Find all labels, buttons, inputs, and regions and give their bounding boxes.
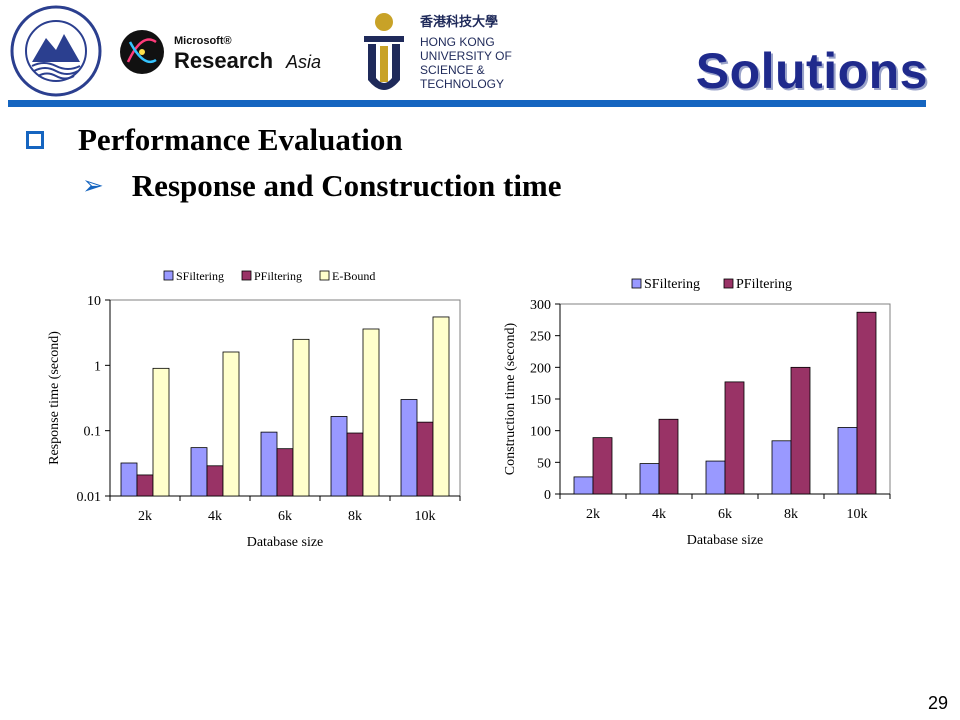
legend-swatch-pfiltering <box>241 270 252 281</box>
bar-sfiltering-2k <box>120 462 138 497</box>
x-tick-label: 8k <box>348 509 362 524</box>
y-tick-label: 200 <box>530 361 551 376</box>
title-divider <box>8 100 926 107</box>
bar-sfiltering-2k <box>573 476 594 495</box>
bar-pfiltering-4k <box>206 465 224 497</box>
bar-e-bound-6k <box>292 338 310 497</box>
msra-main-text: Research <box>174 48 273 73</box>
x-tick-label: 2k <box>586 507 600 522</box>
hkust-line-2: UNIVERSITY OF <box>420 49 512 63</box>
bar-pfiltering-6k <box>276 448 294 497</box>
bullet-level-2-text: Response and Construction time <box>131 168 562 203</box>
page-number: 29 <box>927 693 948 713</box>
x-axis-label: Database size <box>247 535 324 550</box>
x-tick-label: 6k <box>718 507 732 522</box>
bar-pfiltering-2k <box>592 437 613 495</box>
bar-sfiltering-6k <box>260 431 278 497</box>
bar-pfiltering-10k <box>416 421 434 497</box>
bar-pfiltering-4k <box>658 418 679 495</box>
legend-label-sfiltering: SFiltering <box>176 269 224 283</box>
msra-small-text: Microsoft® <box>174 35 232 47</box>
hkust-line-3: SCIENCE & <box>420 63 485 77</box>
y-tick-label: 10 <box>87 294 101 309</box>
bar-sfiltering-10k <box>837 427 858 495</box>
bullet-level-2: ➢ Response and Construction time <box>82 168 562 204</box>
hkust-line-4: TECHNOLOGY <box>420 77 504 91</box>
y-axis-label: Response time (second) <box>47 331 62 465</box>
bar-sfiltering-4k <box>639 463 660 495</box>
legend-swatch-e-bound <box>319 270 330 281</box>
bar-sfiltering-8k <box>771 440 792 495</box>
x-tick-label: 6k <box>278 509 292 524</box>
msra-suffix-text: Asia <box>285 52 321 72</box>
legend-label-pfiltering: PFiltering <box>254 269 302 283</box>
x-tick-label: 4k <box>652 507 666 522</box>
legend-swatch-pfiltering <box>723 278 734 289</box>
bar-e-bound-8k <box>362 328 380 497</box>
bar-sfiltering-4k <box>190 447 208 497</box>
university-seal-logo <box>10 5 102 97</box>
x-tick-label: 10k <box>847 507 868 522</box>
bar-pfiltering-8k <box>346 432 364 497</box>
y-tick-label: 0.1 <box>84 425 102 440</box>
bullet-level-1-text: Performance Evaluation <box>78 122 403 157</box>
hkust-line-1: HONG KONG <box>420 35 495 49</box>
square-bullet-icon <box>26 131 44 149</box>
arrow-bullet-icon: ➢ <box>82 171 104 201</box>
y-tick-label: 50 <box>537 456 551 471</box>
bar-e-bound-4k <box>222 351 240 497</box>
construction-time-chart: 0 50 100 150 200 250 300 2k 4k 6k 8k 10k Database si… <box>503 277 891 548</box>
bar-pfiltering-8k <box>790 366 811 495</box>
y-tick-label: 100 <box>530 425 551 440</box>
x-tick-label: 10k <box>415 509 436 524</box>
microsoft-research-asia-logo: Microsoft® Research Asia <box>120 30 321 74</box>
y-tick-label: 0 <box>544 488 551 503</box>
bar-pfiltering-10k <box>856 311 877 495</box>
legend-swatch-sfiltering <box>631 278 642 289</box>
bullet-level-1: Performance Evaluation <box>26 122 403 158</box>
y-tick-label: 300 <box>530 298 551 313</box>
y-axis-label: Construction time (second) <box>503 322 518 475</box>
bar-sfiltering-8k <box>330 416 348 497</box>
y-tick-label: 150 <box>530 393 551 408</box>
slide-title: Solutions <box>695 43 928 99</box>
legend-label-pfiltering: PFiltering <box>736 277 792 292</box>
bar-pfiltering-6k <box>724 381 745 495</box>
y-tick-label: 250 <box>530 330 551 345</box>
hkust-chinese-name: 香港科技大學 <box>419 14 498 30</box>
x-tick-label: 8k <box>784 507 798 522</box>
legend-label-sfiltering: SFiltering <box>644 277 700 292</box>
x-tick-label: 4k <box>208 509 222 524</box>
legend-label-e-bound: E-Bound <box>332 269 375 283</box>
response-time-chart: 0.01 0.1 1 10 2k 4k 6k 8k 10k Database size Respon… <box>47 269 461 550</box>
bar-sfiltering-6k <box>705 460 726 495</box>
x-axis-label: Database size <box>687 533 764 548</box>
bar-e-bound-2k <box>152 367 170 497</box>
x-tick-label: 2k <box>138 509 152 524</box>
bar-pfiltering-2k <box>136 474 154 497</box>
hkust-logo: 香港科技大學 HONG KONG UNIVERSITY OF SCIENCE &… <box>356 12 512 98</box>
legend-swatch-sfiltering <box>163 270 174 281</box>
y-tick-label: 1 <box>94 359 101 374</box>
bar-sfiltering-10k <box>400 399 418 497</box>
bar-e-bound-10k <box>432 316 450 497</box>
y-tick-label: 0.01 <box>77 490 102 505</box>
